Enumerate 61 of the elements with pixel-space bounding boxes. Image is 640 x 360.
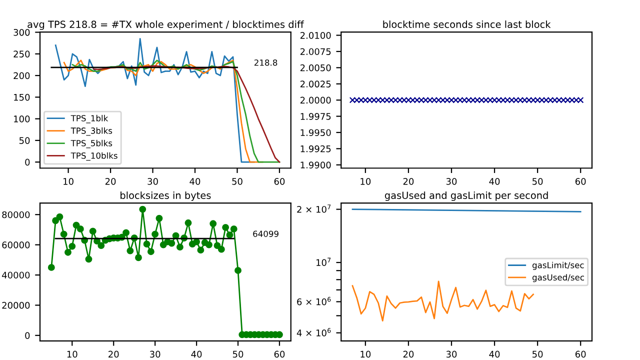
legend-label: TPS_3blks [70,127,112,136]
legend-label: TPS_1blk [70,114,108,124]
y-tick-label: 1.9925 [300,145,331,152]
x-tick-label: 60 [274,350,285,358]
y-tick-label: 1.9975 [300,113,331,120]
y-tick-label: 4 × 10$^{6}$ [296,328,331,336]
y-tick-label: 2.0100 [300,32,331,39]
x-tick-label: 30 [148,178,158,185]
y-tick-label: 2.0025 [300,80,331,88]
x-tick-label: 20 [403,350,414,358]
y-tick-label: 40000 [2,272,30,279]
y-tick-label: 1.9900 [300,162,331,168]
x-tick-label: 30 [446,350,457,358]
legend-label: gasUsed/sec [532,274,584,282]
chart-title: blocktime seconds since last block [383,20,551,28]
x-tick-label: 10 [64,178,74,185]
y-tick-label: 10$^{7}$ [316,258,331,266]
legend-label: gasLimit/sec [532,262,584,270]
x-tick-label: 50 [532,350,543,358]
x-tick-label: 50 [232,178,242,185]
x-tick-label: 40 [489,178,500,185]
x-tick-label: 60 [575,178,586,185]
x-tick-label: 20 [108,350,119,358]
y-tick-label: 250 [14,50,30,58]
x-tick-label: 60 [274,178,285,185]
x-tick-label: 30 [446,178,457,185]
x-tick-label: 40 [190,178,200,185]
x-tick-label: 20 [105,178,116,185]
y-tick-label: 2.0050 [300,64,331,72]
x-tick-label: 50 [532,178,543,185]
y-tick-label: 50 [19,137,30,144]
chart-title: blocksizes in bytes [120,191,211,201]
y-tick-label: 6 × 10$^{6}$ [297,296,331,306]
y-tick-label: 1.9950 [300,129,331,136]
y-tick-label: 60000 [2,242,30,248]
y-tick-label: 2.0000 [300,96,331,104]
legend-label: TPS_5blks [70,140,112,148]
y-tick-label: 0 [25,158,30,166]
x-tick-label: 10 [360,350,371,358]
y-tick-label: 2.0075 [300,48,331,56]
y-tick-label: 100 [14,116,30,122]
y-tick-label: 300 [14,28,30,36]
x-tick-label: 10 [360,178,371,185]
x-tick-label: 40 [191,350,202,358]
x-tick-label: 20 [403,178,414,185]
y-tick-label: 20000 [2,302,30,309]
y-tick-label: 80000 [2,211,30,218]
x-tick-label: 30 [150,350,160,358]
legend-label: TPS_10blks [70,152,118,161]
x-tick-label: 50 [232,350,244,358]
annotation: 64099 [253,230,278,237]
x-tick-label: 40 [489,350,500,358]
y-tick-label: 200 [14,72,30,80]
y-tick-label: 2 × 10$^{7}$ [297,204,331,213]
chart-title: gasUsed and gasLimit per second [384,191,548,201]
chart-title: avg TPS 218.8 = #TX whole experiment / blocktimes diff [28,20,304,30]
x-tick-label: 10 [67,350,78,358]
y-tick-label: 0 [25,332,30,339]
x-tick-label: 60 [575,350,586,358]
annotation: 218.8 [254,59,278,66]
y-tick-label: 150 [14,94,30,101]
